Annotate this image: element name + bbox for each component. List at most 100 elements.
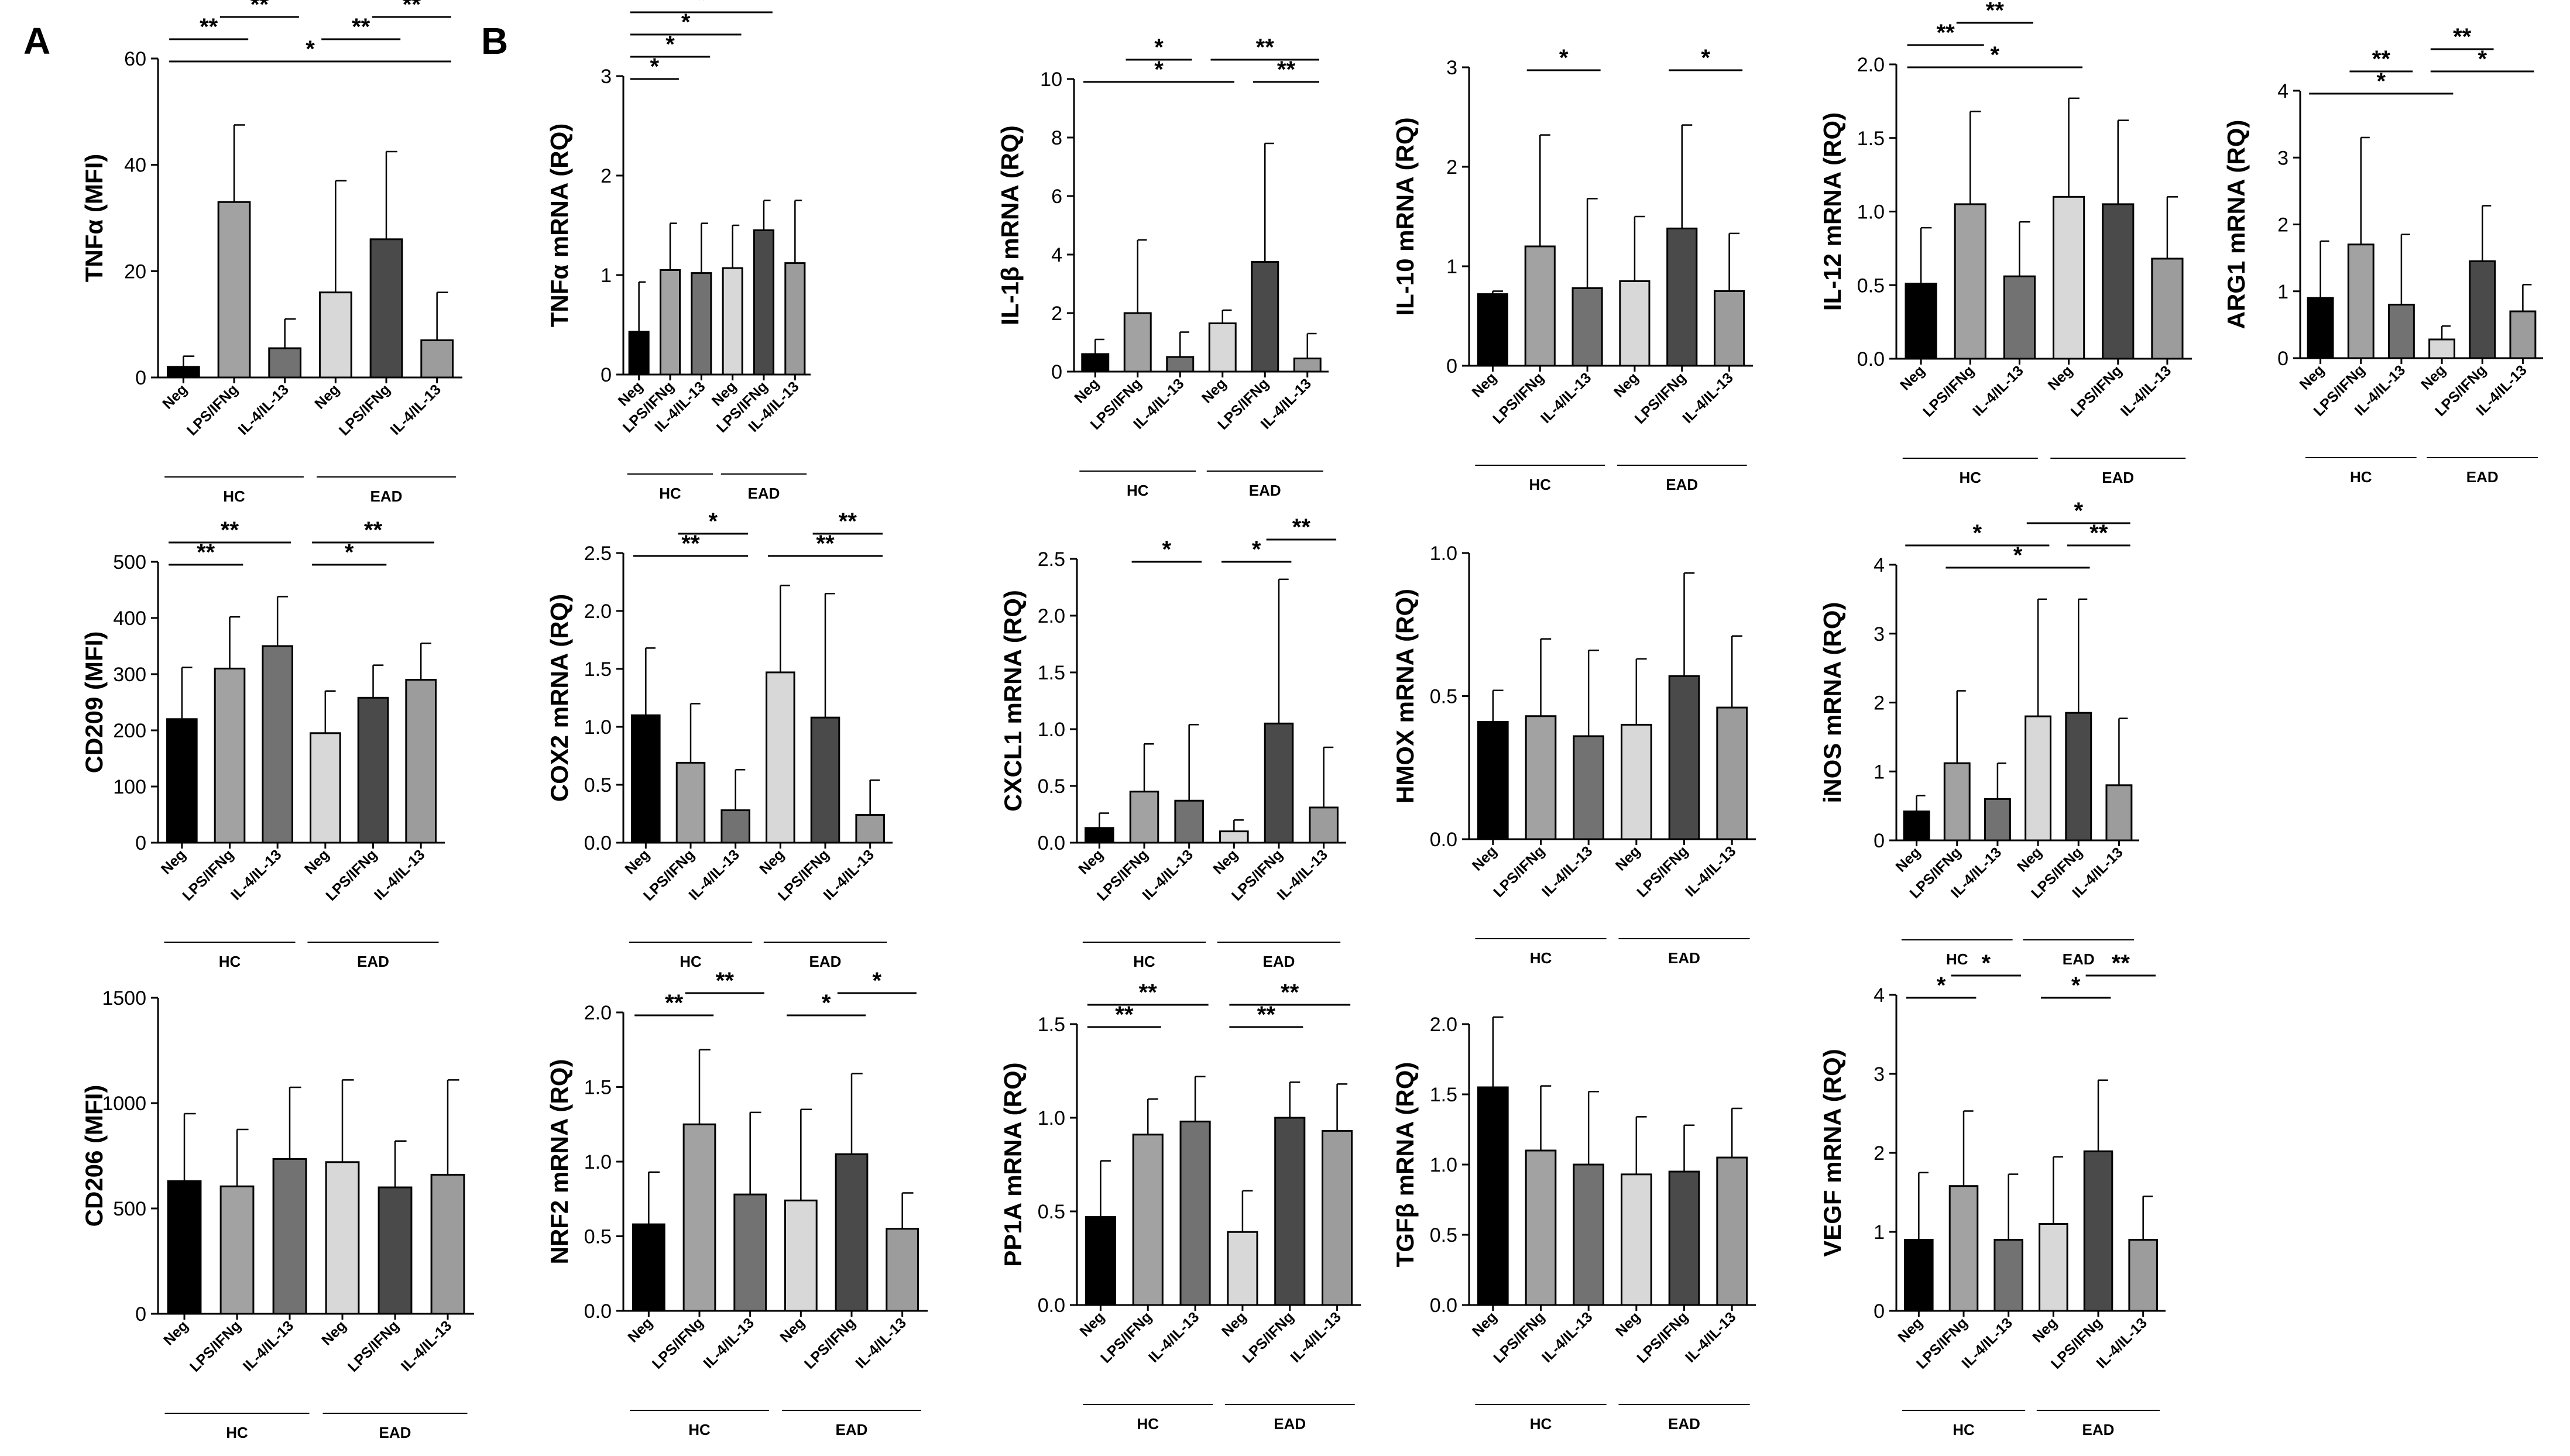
category-label: LPS/IFNg	[187, 1317, 244, 1375]
y-tick-label: 1.5	[584, 1077, 612, 1099]
bar-6	[1309, 806, 1339, 844]
y-tick-label: 3	[1446, 57, 1457, 79]
group-label: HC	[680, 953, 702, 970]
bar-6	[2128, 1239, 2158, 1312]
y-tick-label: 2.0	[1430, 1014, 1457, 1036]
bar-4	[1619, 280, 1651, 367]
category-label: Neg	[1219, 1309, 1250, 1340]
category-label: Neg	[2045, 362, 2076, 393]
bar-3	[1174, 799, 1204, 844]
bar-1	[631, 714, 661, 844]
y-tick-label: 0	[601, 364, 612, 386]
group-label: HC	[2350, 468, 2372, 486]
y-axis-title: TNFα mRNA (RQ)	[545, 123, 573, 328]
bar-1	[1085, 827, 1114, 844]
category-label: IL-4/IL-13	[1679, 369, 1736, 426]
bar-5	[810, 716, 840, 844]
bar-2	[659, 269, 681, 376]
group-label: HC	[226, 1424, 248, 1441]
y-tick-label: 2	[1051, 303, 1062, 325]
y-axis-title: TNFα (MFI)	[80, 154, 108, 282]
y-axis-title: ARG1 mRNA (RQ)	[2222, 120, 2250, 329]
y-tick-label: 1000	[102, 1093, 146, 1115]
category-label: Neg	[159, 381, 190, 412]
bar-4	[1621, 723, 1652, 840]
significance-label: **	[1986, 0, 2005, 23]
significance-label: **	[816, 531, 835, 557]
bar-2	[1123, 312, 1152, 373]
chart-11: iNOS mRNA (RQ)01234NegLPS/IFNgIL-4/IL-13…	[1818, 498, 2139, 968]
y-tick-label: 2.5	[1038, 548, 1065, 571]
significance-label: **	[221, 517, 239, 543]
significance-label: **	[2372, 46, 2391, 72]
bar-3	[691, 272, 712, 376]
y-tick-label: 0.0	[584, 1300, 612, 1323]
category-label: LPS/IFNg	[801, 1314, 859, 1372]
y-tick-label: 1.5	[1857, 128, 1885, 150]
y-tick-label: 1.0	[1430, 1154, 1457, 1176]
y-tick-label: 10	[1040, 68, 1062, 91]
y-tick-label: 0.5	[584, 774, 612, 796]
group-label: EAD	[379, 1424, 411, 1441]
group-label: HC	[688, 1421, 711, 1438]
significance-label: *	[345, 540, 354, 565]
category-label: Neg	[625, 1314, 656, 1345]
bar-3	[733, 1193, 767, 1312]
category-label: LPS/IFNg	[1490, 1309, 1548, 1366]
significance-label: *	[1154, 35, 1164, 60]
y-tick-label: 1500	[102, 987, 146, 1009]
group-label: EAD	[370, 487, 403, 505]
category-label: Neg	[1075, 846, 1106, 877]
category-label: Neg	[1210, 846, 1241, 877]
category-label: Neg	[1612, 843, 1643, 874]
group-label: EAD	[1274, 1415, 1306, 1433]
y-tick-label: 4	[1051, 244, 1062, 266]
chart-8: COX2 mRNA (RQ)0.00.51.01.52.02.5NegLPS/I…	[545, 509, 893, 970]
significance-label: **	[1292, 514, 1311, 540]
bar-4	[2052, 195, 2085, 360]
category-label: Neg	[1076, 1309, 1107, 1340]
y-axis-title: IL-12 mRNA (RQ)	[1818, 112, 1846, 311]
bar-4	[318, 291, 352, 379]
significance-label: **	[1937, 20, 1955, 46]
bar-6	[1293, 358, 1322, 373]
group-label: HC	[1127, 482, 1149, 499]
bar-2	[1954, 203, 1986, 360]
y-tick-label: 300	[113, 664, 146, 686]
bar-3	[1993, 1239, 2023, 1312]
bar-3	[272, 1158, 307, 1315]
bar-6	[1716, 706, 1748, 840]
group-label: HC	[1530, 949, 1552, 967]
significance-label: **	[1281, 980, 1299, 1005]
bar-6	[1716, 1156, 1748, 1306]
significance-label: **	[665, 990, 684, 1016]
bar-2	[675, 761, 706, 844]
y-tick-label: 0	[135, 832, 146, 854]
bar-5	[2065, 712, 2092, 842]
y-axis-title: VEGF mRNA (RQ)	[1818, 1049, 1846, 1256]
significance-label: **	[200, 14, 218, 40]
significance-label: *	[709, 509, 718, 534]
y-tick-label: 1.5	[584, 658, 612, 681]
category-label: Neg	[756, 846, 787, 877]
significance-label: **	[352, 14, 370, 40]
category-label: LPS/IFNg	[1240, 1309, 1297, 1366]
y-tick-label: 0.5	[1038, 775, 1065, 798]
y-tick-label: 0.5	[1430, 686, 1457, 708]
chart-12: CD206 (MFI)050010001500NegLPS/IFNgIL-4/I…	[80, 987, 474, 1441]
bar-1	[1477, 1086, 1509, 1306]
y-tick-label: 1	[1874, 1221, 1885, 1244]
bar-5	[357, 696, 389, 844]
bar-1	[632, 1223, 665, 1312]
bar-3	[1571, 287, 1603, 367]
y-tick-label: 60	[124, 48, 146, 70]
category-label: Neg	[2418, 362, 2449, 393]
bar-5	[2102, 203, 2135, 360]
category-label: Neg	[2297, 362, 2328, 393]
y-axis-title: CD209 (MFI)	[80, 631, 108, 774]
y-tick-label: 2	[2277, 214, 2288, 236]
chart-6: ARG1 mRNA (RQ)01234NegLPS/IFNgIL-4/IL-13…	[2222, 24, 2543, 486]
bar-3	[268, 347, 302, 379]
